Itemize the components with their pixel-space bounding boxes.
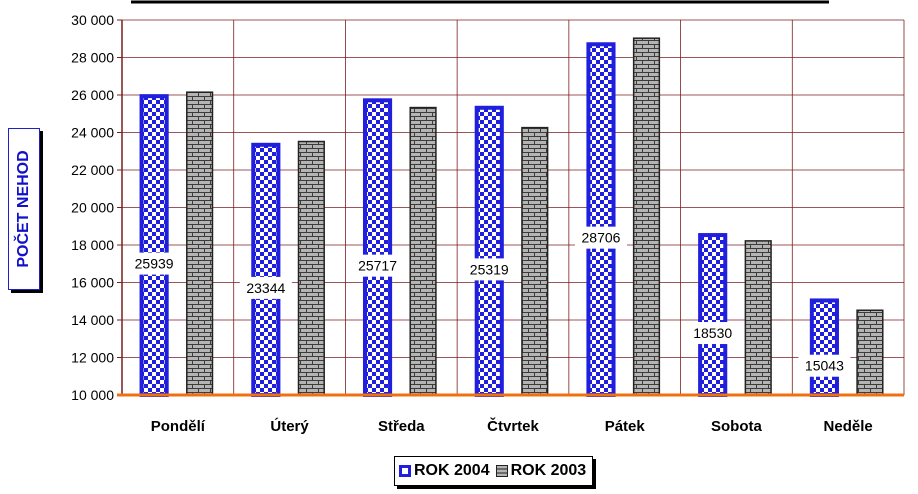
legend-item-2003: ROK 2003 [495,462,587,480]
y-axis-title: POČET NEHOD [15,150,32,268]
data-label-box [574,226,627,249]
y-tick-label: 24 000 [71,125,114,141]
bar-rok-2003 [409,106,437,396]
y-tick-label: 14 000 [71,312,114,328]
data-label-box [128,252,181,275]
bar-rok-2004 [586,42,616,397]
bar-rok-2004 [698,233,728,397]
category-label: Neděle [824,418,873,435]
category-label: Úterý [270,417,309,435]
data-label-box [351,254,404,277]
bar-rok-2003 [521,126,549,396]
bar-rok-2004 [474,105,504,398]
legend-label-2003: ROK 2003 [510,462,587,479]
legend: ROK 2004 ROK 2003 [394,456,594,486]
data-label: 28706 [582,230,621,246]
bars [139,37,884,398]
bar-rok-2004 [362,98,393,398]
bar-rok-2004 [251,142,281,397]
y-tick-label: 26 000 [71,87,114,103]
y-tick-label: 30 000 [71,12,114,28]
bar-rok-2003 [744,240,772,396]
category-label: Sobota [711,418,762,435]
y-tick-label: 10 000 [71,387,114,403]
y-tick-label: 12 000 [71,350,114,366]
category-label: Pátek [605,418,646,435]
y-tick-label: 20 000 [71,200,114,216]
legend-label-2004: ROK 2004 [414,462,490,479]
data-label: 25319 [470,261,509,277]
data-label: 25717 [358,258,397,274]
gridlines [122,19,905,395]
bar-rok-2004 [809,298,839,398]
axes: 10 000 12 000 14 000 16 000 18 000 20 000 22 0… [71,12,904,435]
bar-rok-2003 [856,309,884,396]
category-label: Čtvrtek [487,417,539,435]
data-label-box [239,276,292,299]
data-label: 18530 [693,325,732,341]
bar-rok-2003 [186,91,214,396]
legend-swatch-2003 [495,465,508,477]
data-label: 23344 [246,280,285,296]
y-tick-label: 28 000 [71,50,114,66]
bar-rok-2003 [632,37,661,396]
category-label: Středa [378,418,425,435]
data-label: 15043 [805,358,844,374]
bar-rok-2004 [139,94,169,398]
y-axis-title-box: POČET NEHOD [8,128,40,290]
legend-item-2004: ROK 2004 [399,462,490,480]
category-label: Pondělí [151,418,206,435]
data-label-box [686,322,739,345]
data-label-box [463,258,516,281]
data-label-box [798,354,851,377]
data-labels: 25939 23344 25717 25319 28706 18530 15043 [128,226,851,377]
data-label: 25939 [135,256,174,272]
bar-rok-2003 [297,140,325,396]
legend-swatch-2004 [399,465,411,477]
y-tick-label: 16 000 [71,275,114,291]
y-tick-label: 22 000 [71,162,114,178]
y-tick-label: 18 000 [71,237,114,253]
